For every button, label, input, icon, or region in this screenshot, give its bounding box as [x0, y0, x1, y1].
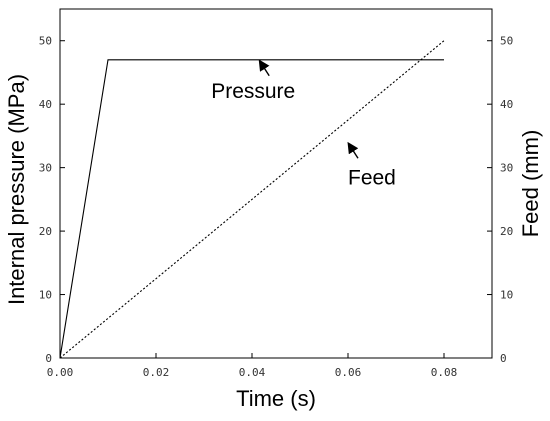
y-right-tick-label: 20: [500, 225, 513, 238]
annotation-arrow: [347, 141, 359, 159]
x-axis-title: Time (s): [236, 386, 316, 411]
y-left-tick-label: 30: [39, 162, 52, 175]
annotation-group: Pressure Feed: [211, 59, 396, 189]
y-left-tick-label: 20: [39, 225, 52, 238]
y-right-tick-label: 10: [500, 289, 513, 302]
plot-frame: [59, 8, 493, 359]
series-line-feed: [59, 40, 445, 359]
annotation-label-feed: Feed: [348, 166, 396, 189]
x-tick-label: 0.04: [239, 366, 266, 379]
y-right-tick-label: 30: [500, 162, 513, 175]
x-tick-label: 0.02: [143, 366, 170, 379]
x-tick-label: 0.00: [47, 366, 74, 379]
ticks-group: 0.00 0.02 0.04 0.06 0.08 0 10 20 30 40 50 0 10 20 30 40…: [39, 35, 514, 379]
series-group: [59, 40, 445, 359]
y-right-tick-label: 40: [500, 98, 513, 111]
plot-frame-group: [59, 8, 493, 359]
y-right-tick-label: 0: [500, 352, 507, 365]
y-right-tick-label: 50: [500, 35, 513, 48]
y-left-tick-label: 10: [39, 289, 52, 302]
y-axis-left-title: Internal pressure (MPa): [4, 74, 29, 305]
y-left-tick-label: 50: [39, 35, 52, 48]
y-axis-right-title: Feed (mm): [518, 130, 543, 238]
annotation-label-pressure: Pressure: [211, 80, 295, 103]
y-left-tick-label: 40: [39, 98, 52, 111]
x-tick-label: 0.08: [431, 366, 458, 379]
x-tick-label: 0.06: [335, 366, 362, 379]
series-line-pressure: [59, 59, 444, 359]
y-left-tick-label: 0: [45, 352, 52, 365]
annotation-arrow: [258, 59, 270, 77]
